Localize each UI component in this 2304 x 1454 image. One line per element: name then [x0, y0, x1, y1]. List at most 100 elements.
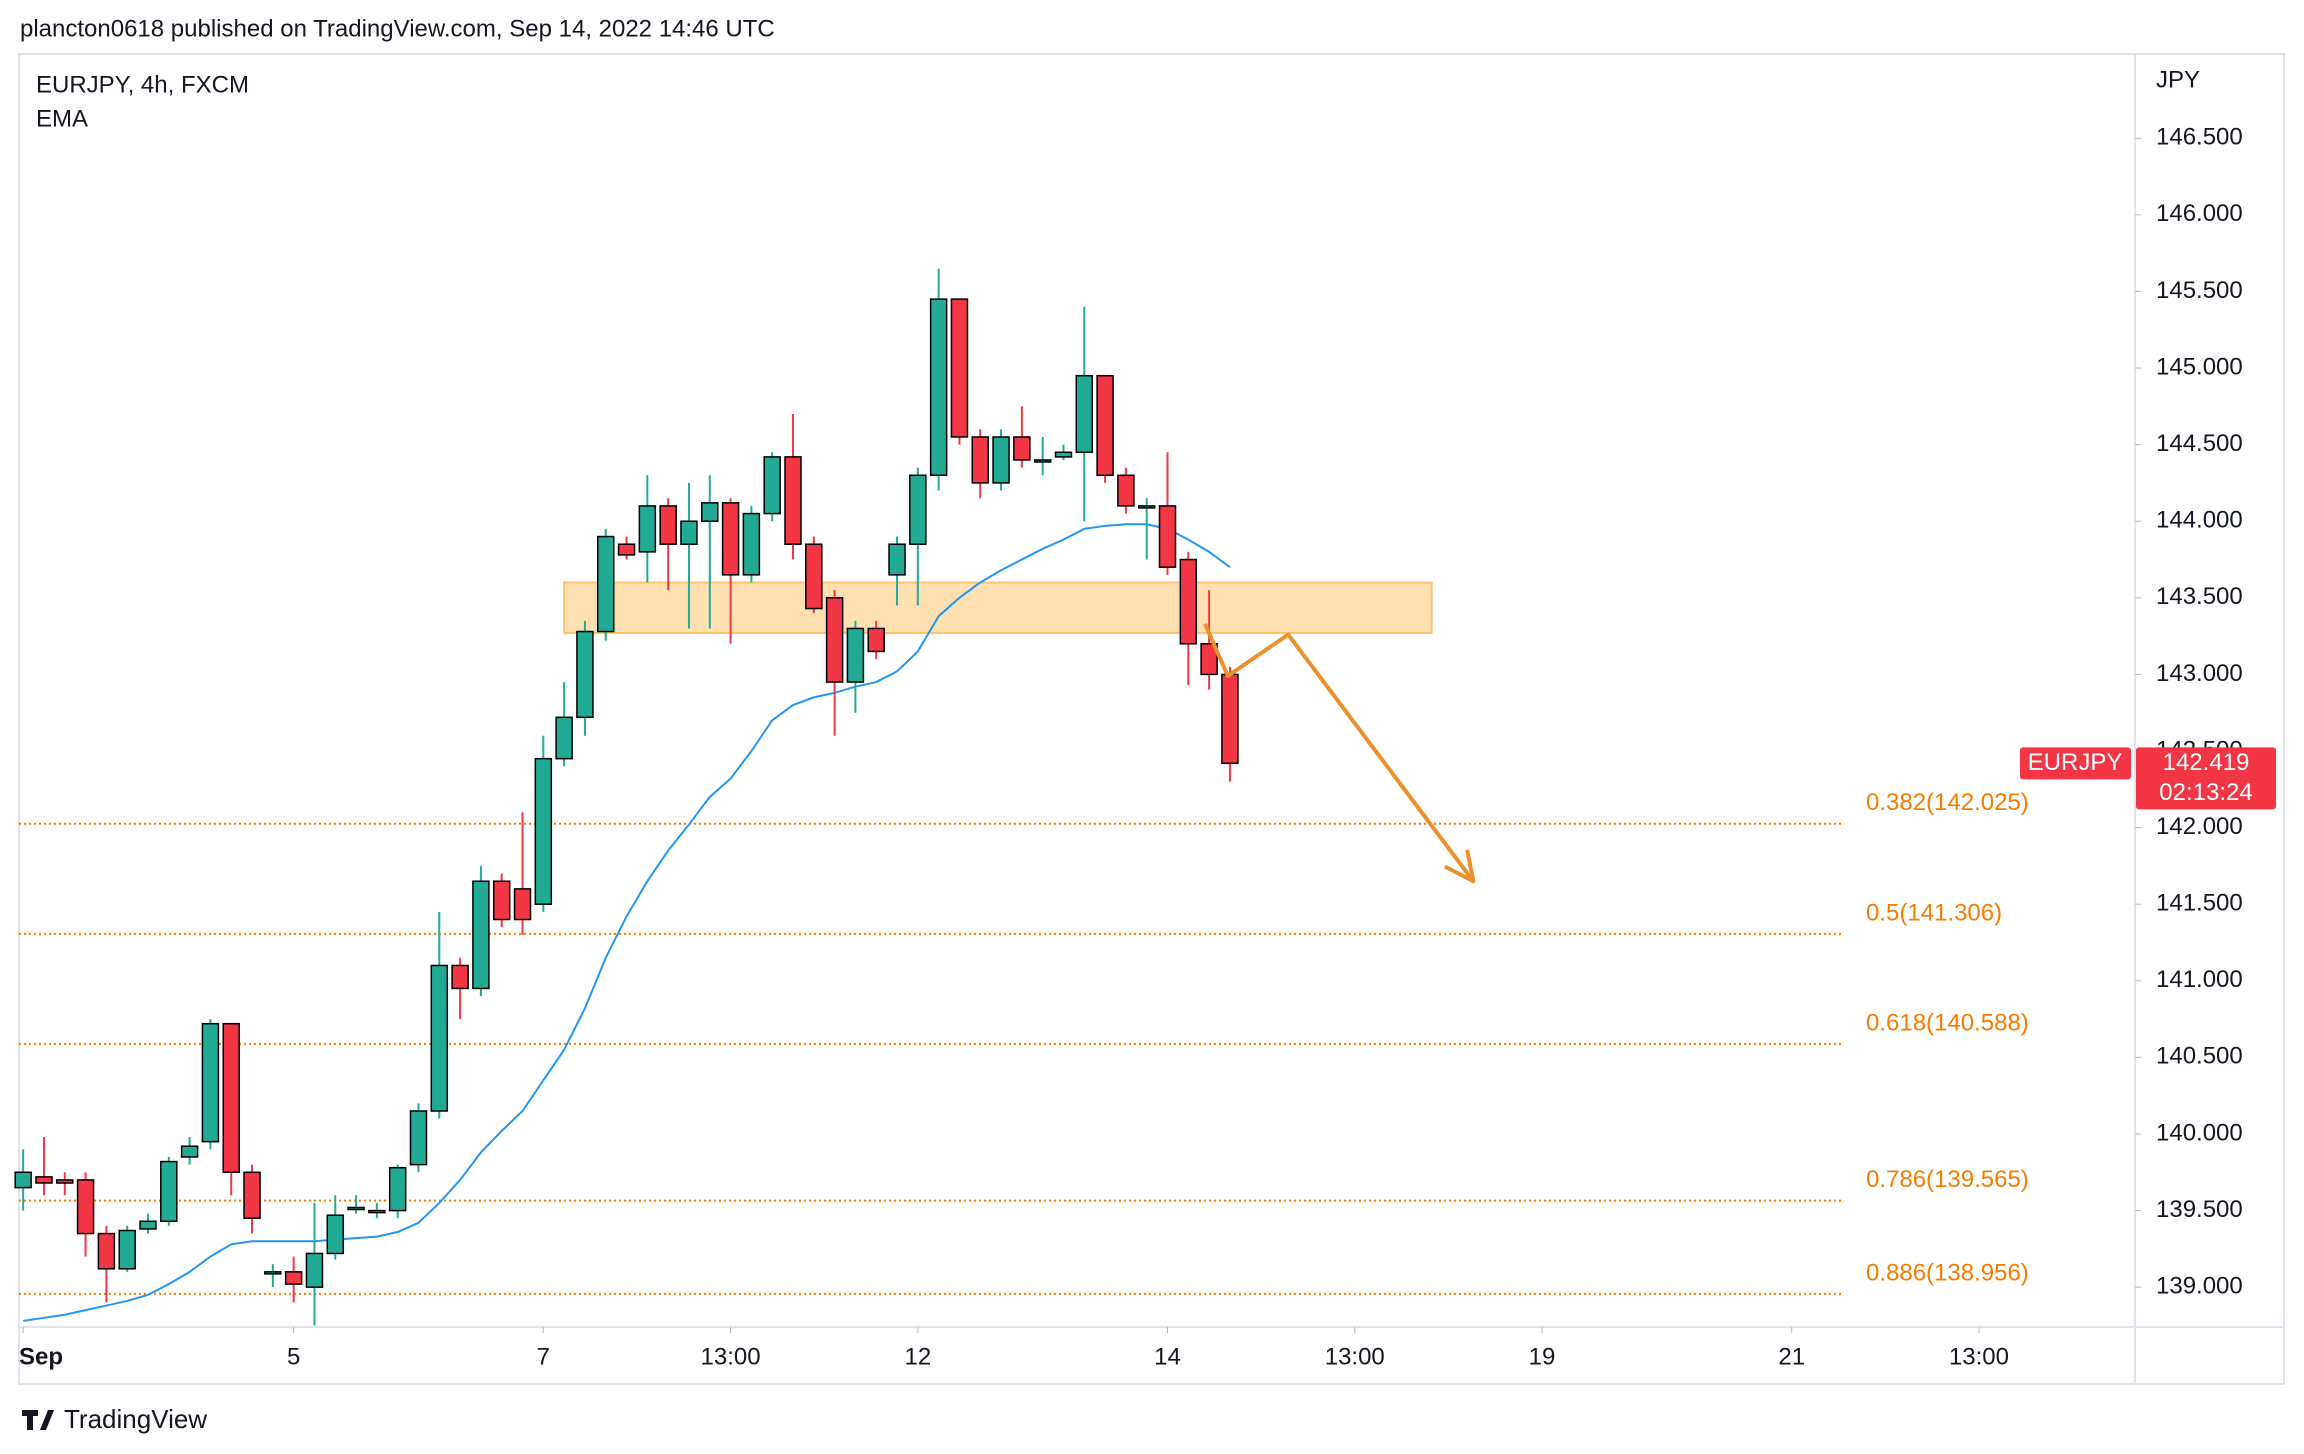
candle-body	[888, 543, 906, 576]
arrow-head	[1444, 849, 1476, 884]
x-tick-label: 19	[1529, 1343, 1556, 1370]
candle-body	[139, 1220, 157, 1230]
x-tick-label: 5	[287, 1343, 300, 1370]
y-tick-label: 143.000	[2156, 660, 2243, 687]
y-tick-label: 140.000	[2156, 1119, 2243, 1146]
candle-body	[160, 1160, 178, 1223]
fib-label: 0.5(141.306)	[1866, 899, 2002, 926]
candle-body	[596, 535, 615, 633]
logo-text: TradingView	[64, 1404, 207, 1434]
candle-body	[555, 716, 573, 760]
candle-body	[180, 1145, 199, 1158]
candle-body	[825, 597, 844, 683]
x-tick-label: 13:00	[1949, 1343, 2009, 1370]
candle-body	[638, 505, 657, 553]
logo: TradingView	[22, 1404, 207, 1434]
candle-body	[867, 627, 885, 653]
candle-body	[909, 474, 927, 545]
candle-body	[1096, 374, 1114, 477]
candle-body	[513, 888, 532, 921]
y-tick-label: 141.000	[2156, 966, 2243, 993]
price-tag-countdown: 02:13:24	[2159, 779, 2252, 806]
candle-body	[784, 456, 802, 545]
candle-body	[1200, 643, 1218, 676]
candle-body	[1137, 505, 1156, 509]
candle-body	[805, 543, 823, 610]
candle-body	[264, 1271, 282, 1275]
y-tick-label: 144.000	[2156, 507, 2243, 534]
candle-body	[347, 1206, 365, 1211]
candle-body	[492, 880, 511, 921]
candle-body	[1221, 673, 1239, 765]
fib-label: 0.786(139.565)	[1866, 1166, 2029, 1193]
candle-body	[326, 1214, 345, 1255]
candle-body	[35, 1176, 53, 1184]
indicator-label: EMA	[36, 105, 88, 132]
candle-body	[1179, 558, 1198, 645]
publish-header: plancton0618 published on TradingView.co…	[20, 15, 775, 42]
candle-body	[76, 1179, 95, 1235]
chart-frame	[18, 53, 2285, 1385]
candle-body	[742, 512, 761, 576]
candle-body	[950, 298, 969, 438]
candle-body	[929, 298, 948, 477]
candle-body	[1117, 474, 1135, 507]
candle-body	[472, 880, 490, 990]
price-tag	[2136, 747, 2276, 810]
candle-body	[617, 543, 636, 556]
y-tick-label: 141.500	[2156, 890, 2243, 917]
x-tick-label: Sep	[19, 1343, 63, 1370]
x-tick-label: 13:00	[1325, 1343, 1385, 1370]
fib-label: 0.618(140.588)	[1866, 1009, 2029, 1036]
x-tick-label: 12	[904, 1343, 931, 1370]
y-tick-label: 140.500	[2156, 1043, 2243, 1070]
candle-body	[1054, 451, 1073, 458]
candle-body	[14, 1171, 32, 1189]
y-tick-label: 139.500	[2156, 1196, 2243, 1223]
candle-body	[680, 520, 698, 545]
symbol-tag-label: EURJPY	[2028, 749, 2123, 776]
x-tick-label: 7	[537, 1343, 550, 1370]
symbol-title: EURJPY, 4h, FXCM	[36, 71, 249, 98]
candle-body	[243, 1171, 261, 1219]
candle-body	[576, 630, 594, 719]
candle-body	[1158, 505, 1177, 568]
candle-body	[701, 502, 719, 522]
candle-body	[368, 1209, 386, 1214]
candle-body	[451, 964, 469, 990]
fib-label: 0.382(142.025)	[1866, 789, 2029, 816]
candle-body	[118, 1229, 136, 1270]
candle-body	[846, 627, 865, 683]
candle-body	[1075, 374, 1094, 454]
resistance-zone	[563, 581, 1433, 635]
candle-body	[721, 502, 740, 576]
candle-body	[763, 456, 781, 515]
fib-label: 0.886(138.956)	[1866, 1259, 2029, 1286]
y-tick-label: 139.000	[2156, 1273, 2243, 1300]
y-tick-label: 144.500	[2156, 430, 2243, 457]
candle-body	[222, 1022, 240, 1174]
y-tick-label: 142.000	[2156, 813, 2243, 840]
candle-body	[971, 436, 990, 484]
y-tick-label: 146.500	[2156, 124, 2243, 151]
candle-body	[992, 436, 1010, 484]
y-tick-label: 145.000	[2156, 353, 2243, 380]
candle-body	[1033, 459, 1052, 463]
candle-body	[388, 1166, 407, 1212]
candle-body	[201, 1022, 220, 1143]
candle-body	[1013, 436, 1031, 461]
candle-body	[284, 1271, 303, 1285]
candle-body	[534, 757, 553, 905]
y-tick-label: 143.500	[2156, 583, 2243, 610]
candle-body	[56, 1179, 74, 1184]
y-tick-label: 146.000	[2156, 200, 2243, 227]
symbol-tag	[2020, 747, 2131, 780]
candle-body	[305, 1252, 324, 1288]
price-tag-value: 142.419	[2163, 749, 2250, 776]
x-tick-label: 14	[1154, 1343, 1181, 1370]
candle-body	[430, 964, 449, 1112]
candle-body	[409, 1110, 428, 1166]
y-tick-label: 145.500	[2156, 277, 2243, 304]
